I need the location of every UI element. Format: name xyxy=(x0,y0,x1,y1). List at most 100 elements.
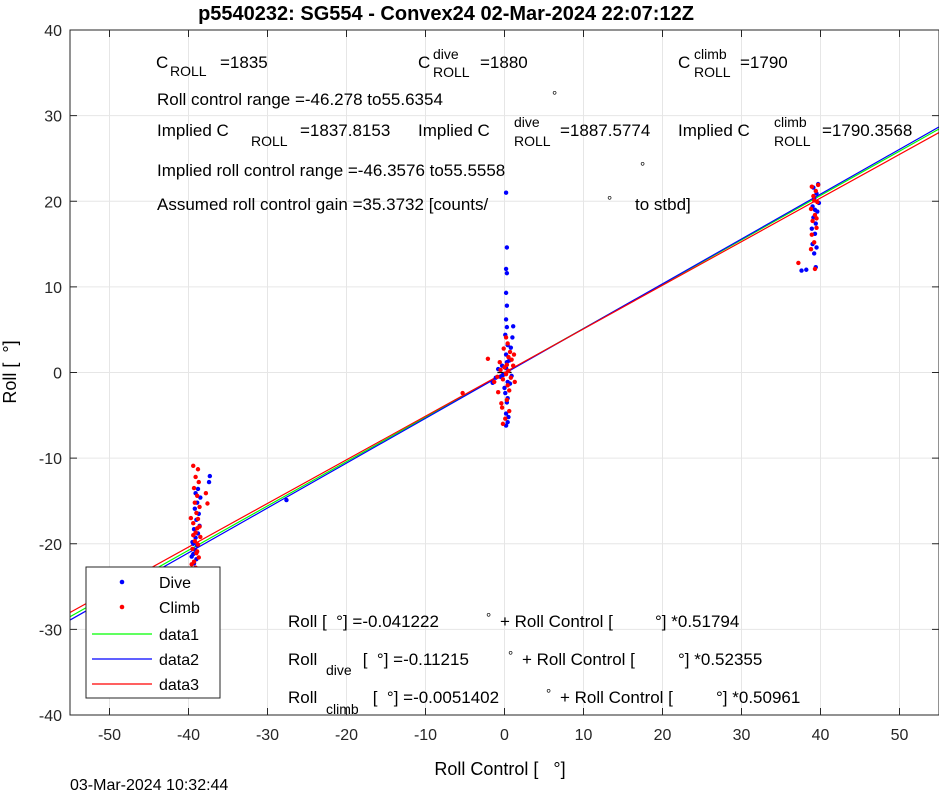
point-dive xyxy=(505,419,510,425)
svg-text:°: ° xyxy=(508,648,513,663)
point-climb xyxy=(191,521,196,526)
annotation-implied-c: Implied C ROLL =1837.8153 Implied C dive… xyxy=(157,114,912,149)
point-climb xyxy=(495,374,500,379)
svg-text:to stbd]: to stbd] xyxy=(635,195,691,214)
svg-text:data1: data1 xyxy=(159,627,199,644)
y-tick-label: -30 xyxy=(39,622,62,639)
y-tick-label: -10 xyxy=(39,451,62,468)
point-dive xyxy=(503,190,509,195)
svg-text:dive: dive xyxy=(514,114,540,130)
point-dive xyxy=(813,221,818,226)
svg-text:dive: dive xyxy=(433,46,459,62)
svg-text:Assumed roll control gain =35.: Assumed roll control gain =35.3732 [coun… xyxy=(157,195,489,214)
svg-text:=1837.8153: =1837.8153 xyxy=(300,121,390,140)
point-dive xyxy=(192,506,198,511)
timestamp: 03-Mar-2024 10:32:44 xyxy=(70,777,228,792)
annotation-roll-range: Roll control range =-46.278 to55.6354 ° xyxy=(157,88,557,109)
point-climb xyxy=(500,377,506,382)
y-tick-label: 20 xyxy=(44,194,62,211)
svg-text:Roll: Roll xyxy=(288,650,317,669)
point-climb xyxy=(809,184,815,189)
svg-text:climb: climb xyxy=(694,46,727,62)
point-climb xyxy=(188,515,194,521)
x-tick-label: 30 xyxy=(733,727,751,744)
point-dive xyxy=(799,268,804,273)
svg-text:Implied C: Implied C xyxy=(678,121,750,140)
point-dive xyxy=(503,390,508,396)
point-climb xyxy=(197,524,202,529)
point-dive xyxy=(284,497,289,503)
svg-text:°] *0.50961: °] *0.50961 xyxy=(716,688,800,707)
point-climb xyxy=(191,532,196,538)
svg-text:[ °] =-0.0051402: [ °] =-0.0051402 xyxy=(368,688,499,707)
point-climb xyxy=(495,389,501,395)
point-climb xyxy=(499,401,504,406)
svg-text:C: C xyxy=(418,53,430,72)
y-tick-label: 40 xyxy=(44,23,62,40)
point-climb xyxy=(194,493,200,498)
legend-item-climb: Climb xyxy=(119,600,200,617)
svg-text:Climb: Climb xyxy=(159,600,200,617)
svg-text:Roll control range =-46.278 to: Roll control range =-46.278 to55.6354 xyxy=(157,90,443,109)
point-climb xyxy=(499,405,505,410)
svg-text:C: C xyxy=(678,53,690,72)
point-dive xyxy=(508,345,514,350)
point-climb xyxy=(196,479,201,485)
annotation-implied-range: Implied roll control range =-46.3576 to5… xyxy=(157,159,645,180)
y-tick-label: 0 xyxy=(53,366,62,383)
point-climb xyxy=(507,408,512,414)
x-tick-label: 20 xyxy=(654,727,672,744)
point-climb xyxy=(811,198,817,203)
point-climb xyxy=(198,534,203,540)
point-climb xyxy=(508,375,514,380)
point-dive xyxy=(503,266,509,272)
x-axis-label: Roll Control [ °] xyxy=(434,759,565,779)
point-climb xyxy=(510,363,516,368)
svg-text:°: ° xyxy=(486,610,491,625)
point-climb xyxy=(814,225,819,230)
x-tick-label: -10 xyxy=(414,727,437,744)
point-climb xyxy=(809,232,815,237)
svg-text:dive: dive xyxy=(326,662,352,678)
point-climb xyxy=(197,504,202,510)
svg-text:C: C xyxy=(156,53,168,72)
point-dive xyxy=(189,554,194,559)
svg-text:ROLL: ROLL xyxy=(433,64,470,80)
point-climb xyxy=(195,467,201,472)
point-dive xyxy=(503,317,509,322)
svg-text:Roll [ °] =-0.041222: Roll [ °] =-0.041222 xyxy=(288,612,439,631)
point-climb xyxy=(507,388,512,393)
point-climb xyxy=(811,240,817,245)
svg-text:+ Roll Control [: + Roll Control [ xyxy=(522,650,635,669)
point-dive xyxy=(510,335,515,340)
point-climb xyxy=(811,193,816,199)
point-climb xyxy=(460,390,465,396)
svg-text:Roll: Roll xyxy=(288,688,317,707)
svg-text:+ Roll Control [: + Roll Control [ xyxy=(560,688,673,707)
point-climb xyxy=(500,421,506,427)
y-axis-label: Roll [ °] xyxy=(0,340,20,403)
point-dive xyxy=(804,267,809,272)
svg-text:ROLL: ROLL xyxy=(514,133,551,149)
scatter-points xyxy=(121,181,822,586)
equation-climb: Roll climb [ °] =-0.0051402 ° + Roll Con… xyxy=(288,686,800,717)
point-climb xyxy=(812,266,818,272)
annotation-c-roll-dive: C dive ROLL =1880 xyxy=(418,46,528,80)
point-climb xyxy=(812,212,818,218)
point-dive xyxy=(814,245,819,250)
y-tick-label: -20 xyxy=(39,537,62,554)
point-climb xyxy=(485,356,491,361)
x-tick-label: 40 xyxy=(812,727,830,744)
annotation-c-roll: C ROLL =1835 xyxy=(156,53,268,79)
legend[interactable]: Dive Climb data1 data2 data3 xyxy=(85,566,221,699)
point-climb xyxy=(192,500,198,505)
point-dive xyxy=(812,207,818,213)
point-dive xyxy=(503,290,509,296)
point-climb xyxy=(509,357,514,362)
legend-item-data2: data2 xyxy=(92,652,199,669)
legend-item-data1: data1 xyxy=(92,627,199,644)
y-tick-label: 30 xyxy=(44,109,62,126)
point-climb xyxy=(205,501,210,506)
point-climb xyxy=(511,352,517,357)
